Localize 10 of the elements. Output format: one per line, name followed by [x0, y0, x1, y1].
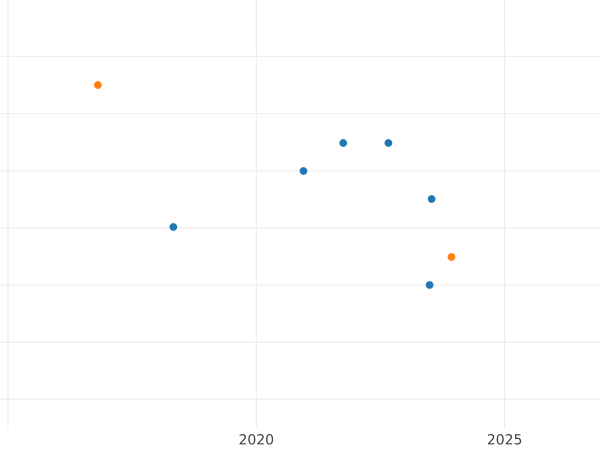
point — [448, 253, 456, 261]
point — [384, 139, 392, 147]
point — [169, 223, 178, 231]
point — [300, 167, 308, 175]
point — [339, 139, 348, 147]
x-tick-label: 2025 — [488, 434, 522, 445]
point — [94, 81, 102, 89]
x-tick-label: 2020 — [240, 434, 274, 445]
point — [428, 195, 436, 203]
point — [426, 281, 434, 289]
